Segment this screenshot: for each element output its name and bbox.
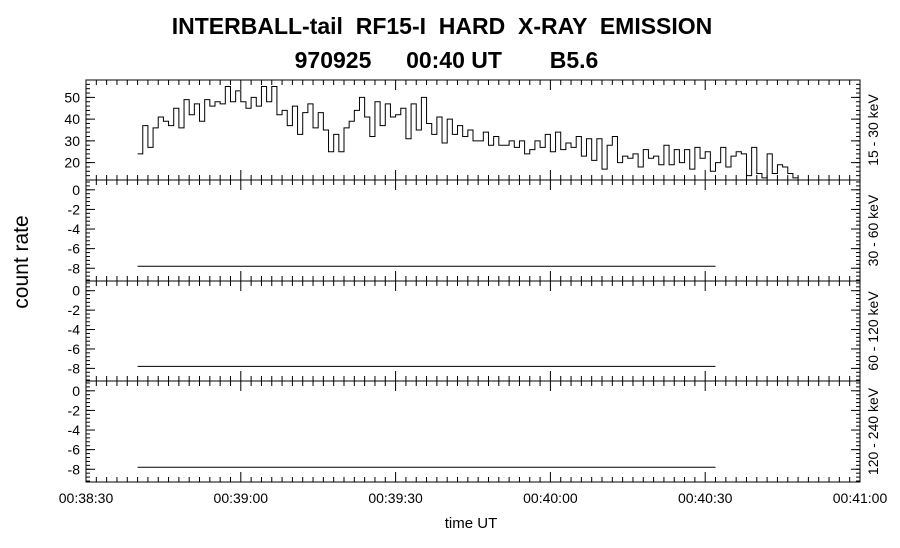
y-tick-label: -4 (68, 422, 81, 438)
x-axis-label: time UT (445, 515, 498, 532)
x-tick-label: 00:38:30 (59, 490, 114, 506)
x-tick-label: 00:41:00 (833, 490, 888, 506)
y-tick-label: -2 (68, 201, 81, 217)
y-tick-label: -6 (68, 442, 81, 458)
y-tick-label: -8 (68, 260, 81, 276)
chart-title: INTERBALL-tail RF15-I HARD X-RAY EMISSIO… (172, 13, 713, 39)
x-tick-label: 00:39:30 (368, 490, 423, 506)
panel-1: 20 30 40 50 15 - 30 keV (64, 79, 881, 181)
series-line-1 (137, 86, 799, 179)
energy-band-label: 30 - 60 keV (865, 194, 881, 266)
y-tick-label: 0 (72, 182, 80, 198)
y-tick-label: -4 (68, 322, 81, 338)
y-tick-label: 50 (64, 89, 80, 105)
y-tick-label: -8 (68, 461, 81, 477)
y-tick-label: -6 (68, 341, 81, 357)
panel-frame (85, 380, 861, 483)
y-tick-label: 40 (64, 111, 80, 127)
chart-subtitle-class: B5.6 (550, 47, 599, 73)
energy-band-label: 120 - 240 keV (865, 387, 881, 475)
energy-band-label: 60 - 120 keV (865, 291, 881, 371)
panel-2: -8 -6 -4 -2 0 30 - 60 keV (68, 179, 881, 282)
y-tick-label: 0 (72, 283, 80, 299)
x-tick-label: 00:40:00 (523, 490, 578, 506)
y-tick-label: -2 (68, 402, 81, 418)
y-tick-label: -8 (68, 360, 81, 376)
x-tick-label: 00:40:30 (678, 490, 733, 506)
y-tick-label: 30 (64, 133, 80, 149)
chart-subtitle-time: 00:40 UT (406, 47, 502, 73)
panel-4: -8 -6 -4 -2 0 120 - 240 keV (68, 380, 881, 483)
chart-subtitle-date: 970925 (295, 47, 372, 73)
energy-band-label: 15 - 30 keV (865, 94, 881, 166)
y-tick-label: -6 (68, 241, 81, 257)
x-tick-label: 00:39:00 (214, 490, 269, 506)
y-tick-label: 20 (64, 155, 80, 171)
y-tick-label: 0 (72, 383, 80, 399)
y-tick-label: -4 (68, 221, 81, 237)
panel-3: -8 -6 -4 -2 0 60 - 120 keV (68, 280, 881, 382)
y-axis-label: count rate (10, 215, 33, 308)
y-tick-label: -2 (68, 302, 81, 318)
